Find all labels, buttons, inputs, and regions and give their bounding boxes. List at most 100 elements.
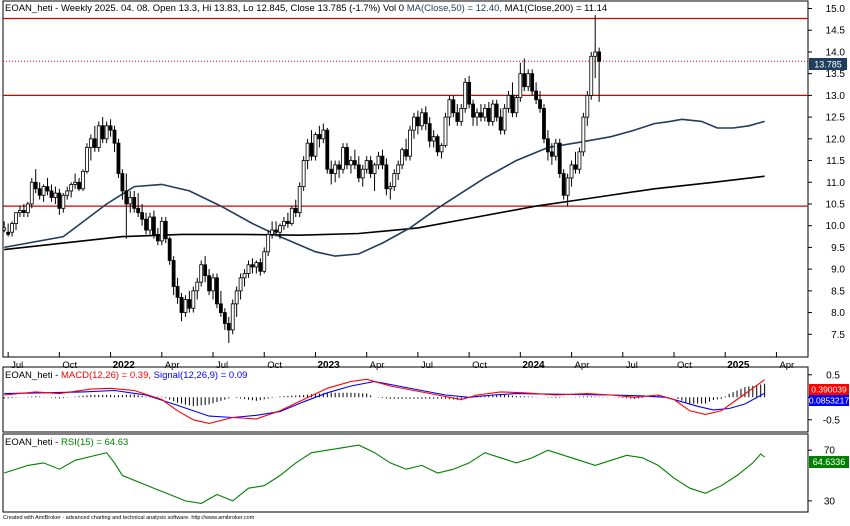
price-tick-label: 10.5 xyxy=(826,199,846,210)
x-tick-label: 2025 xyxy=(727,360,750,371)
candle-body xyxy=(321,129,326,140)
candle-body xyxy=(573,164,578,170)
candle-body xyxy=(404,149,408,157)
candle xyxy=(565,173,570,207)
candle xyxy=(518,62,523,102)
candle xyxy=(321,123,326,144)
signal-badge-bg xyxy=(809,395,849,406)
candle xyxy=(203,256,208,283)
signal-line xyxy=(4,380,765,419)
candle xyxy=(246,260,251,278)
candle-body xyxy=(10,223,14,233)
candle xyxy=(191,286,196,313)
candle xyxy=(222,308,227,330)
candle-body xyxy=(278,225,282,233)
candle xyxy=(479,104,483,122)
candle-body xyxy=(352,160,357,166)
macd-label: MACD(12,26) = 0.39, xyxy=(61,370,151,381)
candle-body xyxy=(498,116,503,131)
candle xyxy=(77,177,81,191)
candle-body xyxy=(171,260,176,287)
candle-body xyxy=(553,142,558,157)
candle-body xyxy=(518,73,523,98)
rsi-tick-label: 30 xyxy=(824,496,836,507)
candle-body xyxy=(510,94,515,114)
candle-body xyxy=(112,129,117,144)
candle xyxy=(313,132,318,161)
candle xyxy=(258,258,263,276)
candle xyxy=(25,201,30,218)
price-badge-bg xyxy=(809,58,847,70)
price-tick-label: 13.5 xyxy=(826,69,846,80)
candle xyxy=(293,199,298,218)
x-tick-label: Oct xyxy=(62,360,77,371)
candle-body xyxy=(372,164,377,174)
candle-body xyxy=(45,186,50,192)
candle-body xyxy=(148,216,152,231)
candle-body xyxy=(69,184,74,192)
macd-tick-label: 0.5 xyxy=(826,370,840,381)
candle xyxy=(585,91,590,126)
ma200-line xyxy=(4,175,765,251)
candle xyxy=(510,82,515,118)
candle xyxy=(522,58,527,92)
candle-body xyxy=(132,197,137,209)
candle-body xyxy=(561,173,566,196)
candle xyxy=(179,293,184,322)
candle-body xyxy=(136,207,141,214)
candle xyxy=(112,125,117,152)
candle-body xyxy=(502,108,507,131)
candle xyxy=(412,112,416,139)
x-tick-label: Oct xyxy=(267,360,282,371)
price-tick-label: 14.0 xyxy=(826,47,846,58)
candle-body xyxy=(467,81,472,105)
candle xyxy=(546,130,550,161)
price-tick-label: 12.5 xyxy=(826,113,846,124)
candle-body xyxy=(289,207,294,224)
candle xyxy=(451,95,456,118)
candle xyxy=(447,95,452,126)
candle-body xyxy=(384,164,389,190)
candle-body xyxy=(266,233,271,253)
candle-body xyxy=(400,149,405,166)
candle xyxy=(467,75,472,109)
candle-body xyxy=(92,138,97,148)
candle xyxy=(116,138,121,178)
candle-body xyxy=(222,312,227,324)
candle-body xyxy=(585,94,590,118)
candle xyxy=(364,156,369,174)
candle xyxy=(6,223,11,237)
candle-body xyxy=(293,207,298,214)
candle xyxy=(404,138,408,161)
candle xyxy=(144,212,148,235)
candle xyxy=(423,106,428,131)
candle-body xyxy=(380,155,385,166)
candle-body xyxy=(218,303,223,313)
price-badge: 13.785 xyxy=(814,60,842,70)
candle-body xyxy=(65,190,70,196)
candle xyxy=(21,203,26,218)
macd-panel xyxy=(2,366,809,433)
price-tick-label: 13.0 xyxy=(826,91,846,102)
candle-body xyxy=(506,94,511,109)
x-tick-label: Jul xyxy=(421,360,433,371)
candle-body xyxy=(522,73,527,88)
candle xyxy=(175,277,180,304)
candle-body xyxy=(313,134,318,157)
candle-body xyxy=(423,112,428,125)
candle-body xyxy=(317,134,322,140)
candle-body xyxy=(270,229,275,235)
rsi-header: EOAN_heti - RSI(15) = 64.63 xyxy=(5,437,128,448)
candle xyxy=(18,206,22,218)
candle-body xyxy=(479,112,483,118)
candle xyxy=(573,151,578,174)
candle-body xyxy=(557,142,562,174)
candle xyxy=(360,164,365,187)
candle-body xyxy=(471,103,475,118)
macd-badge-bg xyxy=(809,384,849,395)
candle-body xyxy=(77,181,81,190)
candle-body xyxy=(155,233,160,242)
candle-body xyxy=(542,108,546,140)
candle xyxy=(167,236,172,265)
